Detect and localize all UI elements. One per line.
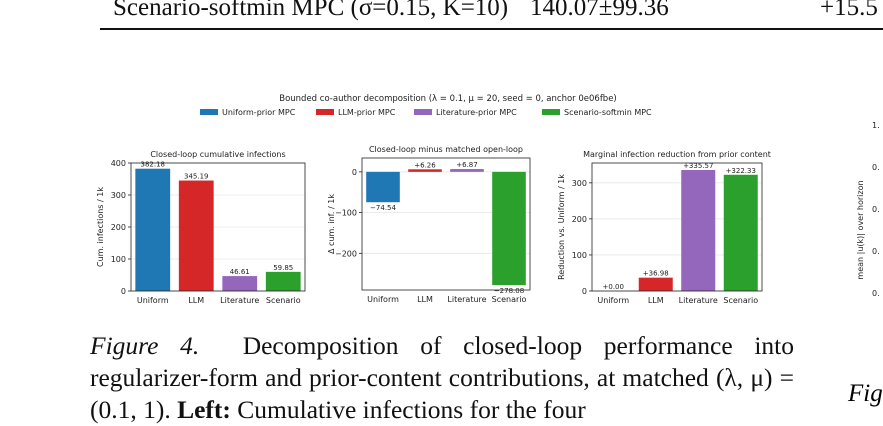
table-rule bbox=[100, 28, 883, 30]
bar bbox=[265, 271, 301, 291]
x-tick-label: Uniform bbox=[137, 296, 169, 305]
figure: Bounded co-author decomposition (λ = 0.1… bbox=[96, 94, 880, 305]
x-tick-label: Uniform bbox=[597, 296, 629, 305]
x-tick-label: Literature bbox=[679, 296, 718, 305]
y-axis-label: Cum. infections / 1k bbox=[96, 187, 105, 267]
x-tick-label: Scenario bbox=[723, 296, 758, 305]
value-label: +36.98 bbox=[643, 270, 669, 278]
value-label: 59.85 bbox=[273, 264, 293, 272]
value-label: 345.19 bbox=[184, 173, 209, 181]
chart-title: Closed-loop minus matched open-loop bbox=[369, 145, 523, 154]
value-label: +335.57 bbox=[683, 162, 713, 170]
axes-frame bbox=[130, 162, 306, 292]
bar bbox=[408, 169, 442, 172]
y-tick-label: 0 bbox=[121, 287, 126, 296]
row-delta: +15.5 bbox=[820, 0, 878, 21]
axes-frame bbox=[591, 162, 763, 292]
value-label: 382.18 bbox=[141, 161, 166, 169]
x-tick-label: LLM bbox=[188, 296, 204, 305]
legend-label: Scenario-softmin MPC bbox=[564, 108, 652, 117]
y-axis-label: Reduction vs. Uniform / 1k bbox=[557, 174, 566, 280]
legend-swatch bbox=[414, 109, 432, 115]
caption-label: Figure 4. bbox=[90, 331, 200, 360]
bar bbox=[723, 174, 758, 291]
x-tick-label: LLM bbox=[417, 295, 433, 304]
y-tick-label: 200 bbox=[111, 223, 126, 232]
chart-title: Marginal infection reduction from prior … bbox=[583, 150, 771, 159]
caption: Figure 4. Decomposition of closed-loop p… bbox=[90, 330, 794, 426]
x-tick-label: Uniform bbox=[367, 295, 399, 304]
legend-swatch bbox=[200, 109, 218, 115]
bar bbox=[135, 168, 171, 291]
y-tick-label: 400 bbox=[111, 159, 126, 168]
bar bbox=[366, 171, 400, 203]
x-tick-label: Scenario bbox=[492, 295, 527, 304]
y-tick-label: 0 bbox=[582, 287, 587, 296]
figure-title: Bounded co-author decomposition (λ = 0.1… bbox=[279, 94, 617, 104]
partial-tick-label: 0. bbox=[872, 163, 880, 172]
legend-label: LLM-prior MPC bbox=[338, 108, 396, 117]
x-tick-label: Literature bbox=[447, 295, 486, 304]
y-tick-label: 300 bbox=[111, 191, 126, 200]
partial-tick-label: 0. bbox=[872, 205, 880, 214]
y-tick-label: 300 bbox=[572, 179, 587, 188]
partial-tick-label: 0. bbox=[872, 247, 880, 256]
partial-tick-label: 0. bbox=[872, 289, 880, 298]
x-tick-label: Scenario bbox=[266, 296, 301, 305]
y-tick-label: 0 bbox=[352, 168, 357, 177]
caption-rest: Cumulative infections for the four bbox=[237, 395, 586, 424]
row-value: 140.07±99.36 bbox=[530, 0, 669, 21]
value-label: +322.33 bbox=[726, 167, 756, 175]
bar bbox=[681, 170, 716, 291]
bar bbox=[492, 171, 526, 286]
row-label: Scenario-softmin MPC (σ=0.15, K=10) bbox=[113, 0, 509, 21]
y-tick-label: 100 bbox=[111, 255, 126, 264]
legend-swatch bbox=[542, 109, 560, 115]
bar bbox=[450, 169, 484, 172]
value-label: −278.08 bbox=[494, 287, 524, 295]
y-axis-label: Δ cum. inf. / 1k bbox=[327, 194, 336, 254]
x-tick-label: LLM bbox=[648, 296, 664, 305]
y-tick-label: 100 bbox=[572, 251, 587, 260]
caption-text: Decomposition of closed-loop performance… bbox=[90, 331, 795, 424]
y-tick-label: −200 bbox=[335, 249, 357, 258]
value-label: +6.87 bbox=[456, 161, 477, 169]
page: {"table_row": {"label": "Scenario-softmi… bbox=[90, 0, 883, 424]
bar bbox=[178, 180, 214, 291]
partial-tick-label: 1. bbox=[872, 121, 880, 130]
chart-title: Closed-loop cumulative infections bbox=[150, 150, 285, 159]
y-tick-label: −100 bbox=[335, 209, 357, 218]
legend-label: Uniform-prior MPC bbox=[222, 108, 296, 117]
next-caption: Fig bbox=[848, 380, 883, 407]
axes-frame bbox=[361, 157, 531, 291]
bar bbox=[638, 277, 673, 291]
legend-swatch bbox=[316, 109, 334, 115]
partial-y-label: mean |u(k)| over horizon bbox=[856, 180, 865, 279]
x-tick-label: Literature bbox=[220, 296, 259, 305]
caption-bold: Left: bbox=[177, 395, 231, 424]
value-label: +6.26 bbox=[414, 161, 436, 169]
bar bbox=[222, 276, 258, 291]
y-tick-label: 200 bbox=[572, 215, 587, 224]
value-label: 46.61 bbox=[230, 268, 250, 276]
value-label: −74.54 bbox=[370, 204, 396, 212]
legend-label: Literature-prior MPC bbox=[436, 108, 517, 117]
value-label: +0.00 bbox=[603, 283, 624, 291]
